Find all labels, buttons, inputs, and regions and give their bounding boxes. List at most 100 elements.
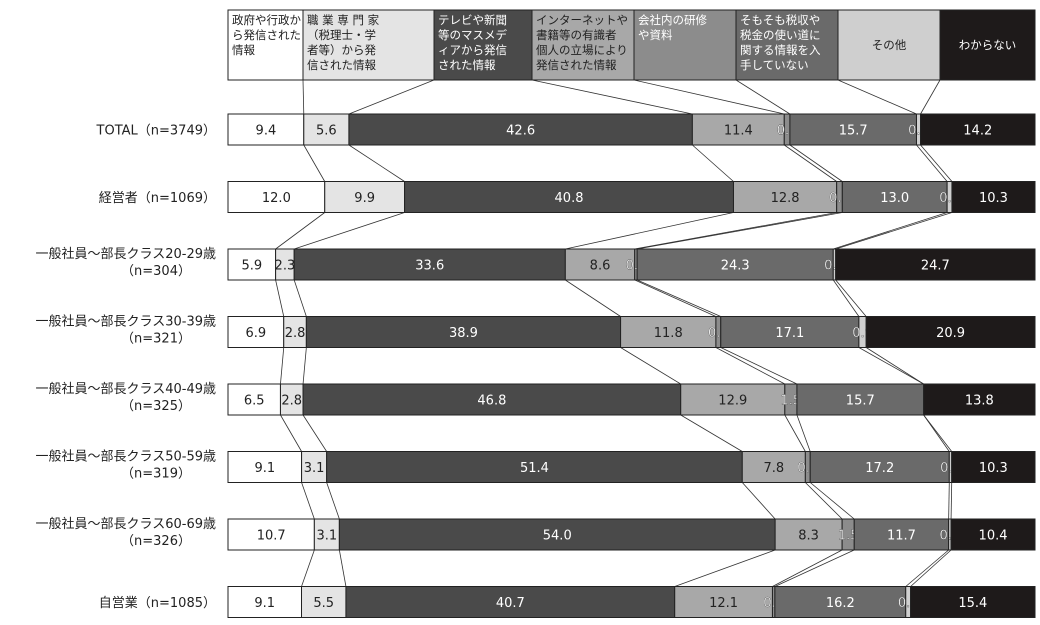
connector-1-4 [634, 212, 837, 250]
bar-segment-4-5 [796, 383, 925, 416]
legend-label-0-1: ら発信された [232, 28, 301, 42]
row-label-4-0: 一般社員～部長クラス40-49歳 [35, 381, 216, 397]
connector-4-5 [796, 414, 811, 452]
connector-0-7 [920, 144, 953, 182]
bar-segment-0-5 [789, 113, 917, 146]
legend-label-2-3: された情報 [438, 58, 496, 72]
bar-segment-2-7 [835, 248, 1036, 281]
bar-segment-2-2 [293, 248, 566, 281]
connector-2-5 [636, 279, 721, 317]
row-label-6-1: （n=326） [121, 534, 191, 549]
bar-segment-0-0 [227, 113, 305, 146]
data-label-5-3: 7.8 [763, 461, 784, 476]
legend-label-3-0: インターネットや [536, 13, 628, 27]
connector-3-6 [858, 347, 924, 385]
data-label-5-7: 10.3 [979, 461, 1008, 476]
legend-label-1-0: 職 業 専 門 家 [307, 13, 380, 27]
bar-segment-5-2 [326, 451, 743, 483]
row-label-0-0: TOTAL（n=3749） [96, 124, 216, 139]
connector-4-4 [784, 414, 806, 452]
row-label-2-1: （n=304） [121, 264, 191, 279]
bar-segment-1-5 [841, 181, 948, 213]
bar-segment-7-7 [910, 586, 1036, 618]
data-label-7-3: 12.1 [709, 596, 738, 611]
data-label-6-5: 11.7 [887, 529, 916, 544]
data-label-5-2: 51.4 [520, 461, 549, 476]
bar-segment-2-3 [564, 248, 636, 281]
connector-legend-7 [920, 79, 941, 115]
connector-2-6 [832, 279, 860, 317]
data-label-6-0: 10.7 [257, 529, 286, 544]
row-label-1-0: 経営者（n=1069） [99, 191, 216, 206]
connector-1-3 [565, 212, 734, 250]
connector-4-7 [923, 414, 953, 452]
bar-segment-0-7 [920, 113, 1036, 146]
bar-segment-7-1 [301, 586, 347, 618]
data-label-1-5: 13.0 [880, 191, 909, 206]
connector-0-5 [789, 144, 843, 182]
legend-label-0-2: 情報 [232, 43, 255, 57]
bar-segment-1-2 [404, 181, 734, 213]
connector-6-7 [910, 549, 952, 587]
connector-3-4 [715, 347, 786, 385]
bar-segment-4-3 [680, 383, 786, 416]
connector-5-2 [326, 482, 340, 520]
bar-segment-3-0 [227, 316, 285, 348]
data-label-1-0: 12.0 [262, 191, 291, 206]
connector-0-2 [348, 144, 405, 182]
connector-legend-1 [302, 79, 305, 115]
connector-3-5 [720, 347, 798, 385]
data-label-6-4: 1.5 [838, 529, 859, 544]
row-label-5-0: 一般社員～部長クラス50-59歳 [35, 449, 216, 465]
data-label-3-1: 2.8 [285, 326, 306, 341]
connector-5-1 [301, 482, 315, 520]
connector-3-2 [302, 347, 307, 385]
data-label-2-2: 33.6 [415, 259, 444, 274]
connector-2-2 [293, 279, 307, 317]
data-label-1-1: 9.9 [354, 191, 375, 206]
connector-0-6 [916, 144, 948, 182]
connector-3-7 [865, 347, 924, 385]
connector-5-6 [948, 482, 950, 520]
bar-segment-5-7 [951, 451, 1036, 483]
bar-segment-3-7 [865, 316, 1036, 348]
bar-segment-5-5 [809, 451, 950, 483]
bar-segment-7-2 [345, 586, 676, 618]
connector-6-6 [905, 549, 949, 587]
connector-5-5 [809, 482, 855, 520]
data-label-2-5: 24.3 [721, 259, 750, 274]
data-label-4-7: 13.8 [965, 394, 994, 409]
legend-swatch-6 [837, 9, 941, 81]
bar-segment-6-2 [338, 518, 776, 551]
connector-6-3 [674, 549, 776, 587]
data-label-6-7: 10.4 [979, 529, 1008, 544]
data-label-7-5: 16.2 [826, 596, 855, 611]
bar-segment-6-5 [853, 518, 950, 551]
connector-6-5 [774, 549, 855, 587]
bar-segment-3-2 [305, 316, 622, 348]
bar-segment-5-0 [227, 451, 303, 483]
data-label-3-2: 38.9 [449, 326, 478, 341]
connector-4-2 [302, 414, 327, 452]
row-label-4-1: （n=325） [121, 399, 191, 414]
bar-segment-1-1 [324, 181, 406, 213]
legend-label-1-2: 者等）から発 [307, 43, 376, 57]
legend-label-4-0: 会社内の研修 [638, 13, 707, 27]
connector-legend-5 [735, 79, 791, 115]
data-label-1-7: 10.3 [979, 191, 1008, 206]
data-label-3-7: 20.9 [936, 326, 965, 341]
row-label-3-1: （n=321） [121, 332, 191, 347]
data-label-0-1: 5.6 [316, 124, 337, 139]
legend-swatch-4 [633, 9, 737, 81]
legend-label-2-2: ィアから発信 [438, 43, 507, 57]
connector-0-1 [303, 144, 326, 182]
legend-swatch-3 [531, 9, 635, 81]
data-label-0-3: 11.4 [724, 124, 753, 139]
bar-segment-4-7 [923, 383, 1036, 416]
bar-segment-7-0 [227, 586, 303, 618]
connector-0-4 [784, 144, 837, 182]
legend-label-3-3: 発信された情報 [536, 58, 617, 72]
connector-2-7 [835, 279, 867, 317]
connector-6-4 [772, 549, 843, 587]
